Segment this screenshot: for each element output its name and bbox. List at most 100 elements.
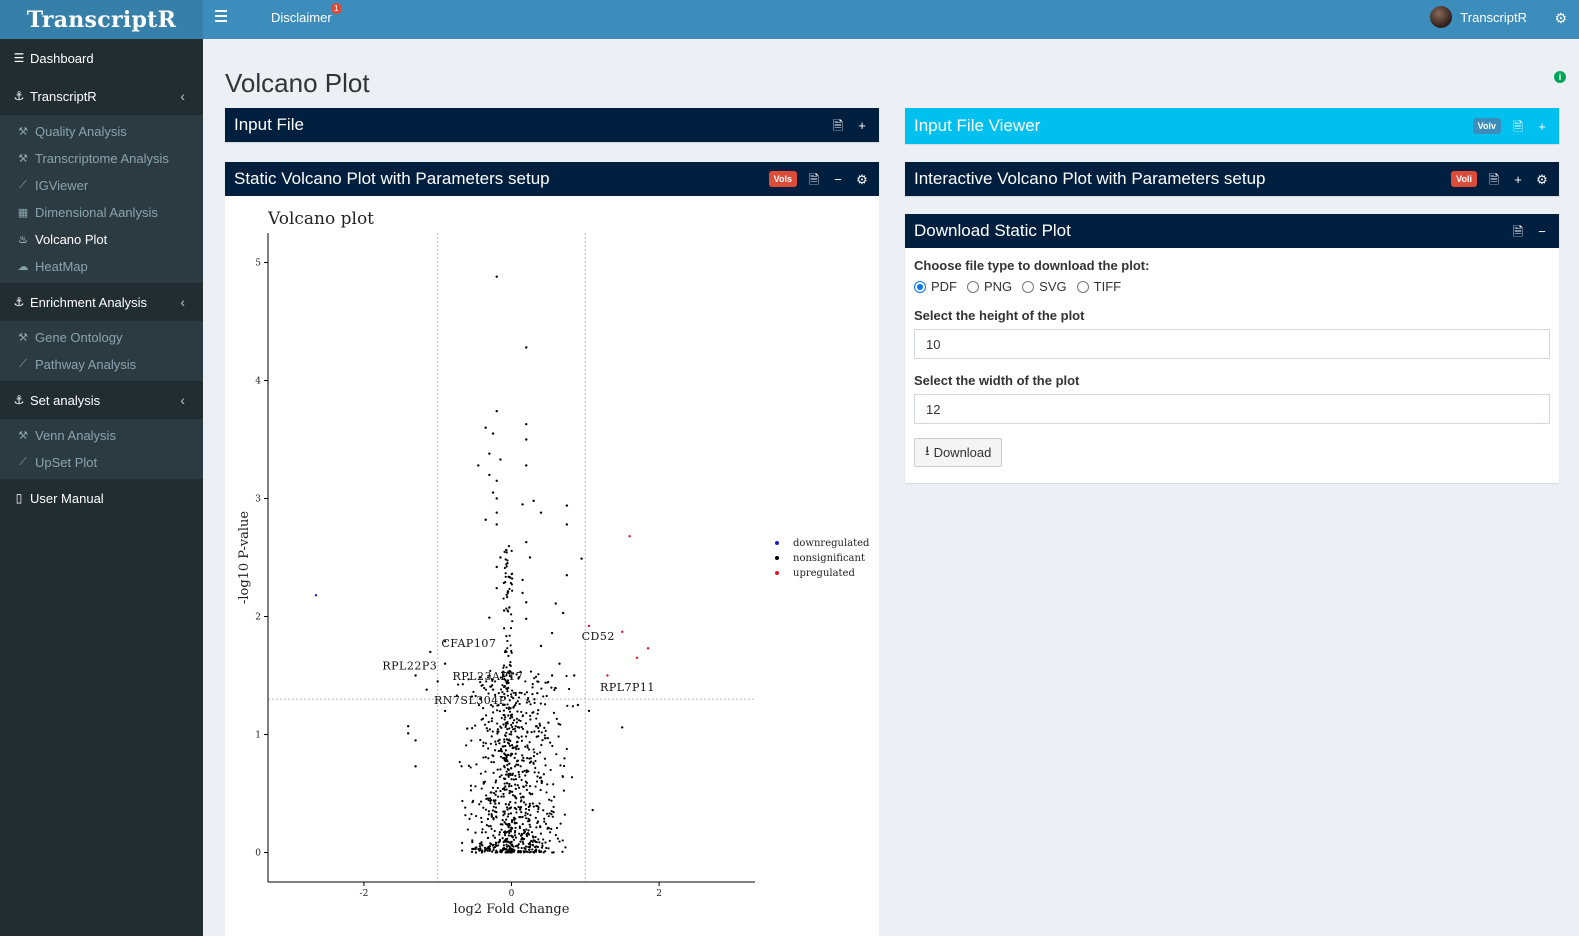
sidebar-item-pathway-analysis[interactable]: ⟋ Pathway Analysis — [0, 351, 203, 378]
sidebar-item-set-analysis[interactable]: ⚓ Set analysis ‹ — [0, 381, 203, 419]
nonsignificant-point — [501, 691, 504, 694]
nonsignificant-point — [523, 769, 526, 772]
nonsignificant-point — [529, 760, 533, 763]
box-tools: 🗎 − — [1511, 214, 1549, 248]
box-title: Input File — [234, 115, 304, 134]
nonsignificant-point — [502, 666, 505, 669]
nonsignificant-point — [485, 794, 488, 797]
sidebar-item-user-manual[interactable]: ▯ User Manual — [0, 479, 203, 517]
nonsignificant-point — [493, 836, 497, 839]
sidebar-item-gene-ontology[interactable]: ⚒ Gene Ontology — [0, 324, 203, 351]
nonsignificant-point — [469, 766, 472, 769]
nonsignificant-point — [537, 709, 540, 712]
nonsignificant-point — [529, 814, 532, 817]
nonsignificant-point — [511, 744, 514, 747]
nonsignificant-point — [443, 662, 447, 665]
nonsignificant-point — [505, 565, 508, 568]
nonsignificant-point — [461, 683, 464, 686]
nonsignificant-point — [534, 675, 538, 678]
radio-button[interactable] — [1022, 280, 1035, 293]
expand-icon[interactable]: + — [1514, 171, 1522, 187]
y-tick-label: 4 — [255, 377, 261, 387]
interactive-tag[interactable]: Voli — [1451, 171, 1477, 187]
nonsignificant-point — [527, 845, 530, 849]
upregulated-point — [587, 624, 591, 628]
nonsignificant-point — [487, 798, 490, 802]
viewer-tag[interactable]: Volv — [1472, 118, 1501, 134]
nonsignificant-point — [470, 813, 473, 816]
nonsignificant-point — [489, 685, 493, 688]
nonsignificant-point — [507, 545, 511, 548]
radio-png[interactable]: PNG — [967, 279, 1012, 294]
nonsignificant-point — [510, 613, 513, 616]
collapse-icon[interactable]: − — [1538, 223, 1546, 239]
nonsignificant-point — [559, 764, 562, 767]
nonsignificant-point — [534, 816, 537, 819]
sidebar-item-venn-analysis[interactable]: ⚒ Venn Analysis — [0, 422, 203, 449]
nonsignificant-point — [503, 758, 506, 761]
width-input[interactable]: 12 — [914, 394, 1550, 424]
nonsignificant-point — [519, 840, 522, 843]
nonsignificant-point — [506, 647, 509, 650]
radio-svg[interactable]: SVG — [1022, 279, 1067, 294]
app-logo[interactable]: TranscriptR — [0, 0, 203, 39]
nonsignificant-point — [499, 789, 502, 793]
nonsignificant-point — [570, 776, 574, 779]
nonsignificant-point — [521, 795, 524, 798]
gears-icon[interactable]: ⚙ — [1554, 10, 1567, 26]
sidebar-item-enrichment-analysis[interactable]: ⚓ Enrichment Analysis ‹ — [0, 283, 203, 321]
height-input[interactable]: 10 — [914, 329, 1550, 359]
sidebar-item-quality-analysis[interactable]: ⚒ Quality Analysis — [0, 118, 203, 145]
nonsignificant-point — [524, 848, 527, 851]
sidebar-item-transcriptr[interactable]: ⚓ TranscriptR ‹ — [0, 77, 203, 115]
sidebar-item-dimensional-analysis[interactable]: ▦ Dimensional Aanlysis — [0, 199, 203, 226]
nonsignificant-point — [535, 780, 539, 783]
nonsignificant-point — [502, 664, 506, 667]
nonsignificant-point — [506, 639, 509, 643]
sidebar-item-heatmap[interactable]: ☁ HeatMap — [0, 253, 203, 280]
nonsignificant-point — [507, 714, 510, 717]
file-icon[interactable]: 🗎 — [832, 117, 844, 133]
file-icon[interactable]: 🗎 — [1512, 118, 1524, 134]
nonsignificant-point — [511, 620, 514, 623]
nonsignificant-point — [522, 842, 525, 845]
nonsignificant-point — [550, 813, 553, 816]
expand-icon[interactable]: + — [1538, 118, 1546, 134]
user-settings-icon[interactable]: ⚙ — [856, 171, 868, 187]
info-icon[interactable]: i — [1554, 71, 1566, 83]
radio-pdf[interactable]: PDF — [914, 279, 957, 294]
file-icon[interactable]: 🗎 — [808, 171, 820, 187]
gene-label: RN7SL304P — [434, 694, 507, 707]
radio-button[interactable] — [967, 280, 979, 293]
file-icon[interactable]: 🗎 — [1512, 223, 1524, 239]
sidebar-item-dashboard[interactable]: ☰ Dashboard — [0, 39, 203, 77]
sidebar-item-igviewer[interactable]: ⟋ IGViewer — [0, 172, 203, 199]
radio-button[interactable] — [914, 280, 926, 293]
file-icon[interactable]: 🗎 — [1488, 171, 1500, 187]
download-button[interactable]: ⭳ Download — [914, 438, 1003, 467]
nonsignificant-point — [513, 806, 516, 809]
nonsignificant-point — [491, 850, 494, 853]
sidebar-toggle-icon[interactable] — [215, 8, 231, 24]
nonsignificant-point — [505, 843, 508, 846]
nonsignificant-point — [549, 768, 552, 772]
radio-button[interactable] — [1076, 280, 1089, 293]
radio-tiff[interactable]: TIFF — [1076, 279, 1121, 294]
nonsignificant-point — [528, 802, 531, 805]
nonsignificant-point — [487, 825, 490, 828]
user-settings-icon[interactable]: ⚙ — [1536, 171, 1548, 187]
sidebar-item-label: HeatMap — [35, 259, 88, 274]
disclaimer-menu[interactable]: Disclaimer 1 — [271, 3, 342, 25]
collapse-icon[interactable]: − — [834, 171, 842, 187]
nonsignificant-point — [510, 651, 513, 654]
sidebar-item-upset-plot[interactable]: ⟋ UpSet Plot — [0, 449, 203, 476]
nonsignificant-point — [518, 702, 521, 706]
sidebar-item-volcano-plot[interactable]: ♨ Volcano Plot — [0, 226, 203, 253]
user-menu[interactable]: TranscriptR — [1430, 6, 1527, 28]
static-tag[interactable]: Vols — [768, 171, 797, 187]
sidebar-item-label: TranscriptR — [30, 88, 97, 104]
expand-icon[interactable]: + — [858, 117, 866, 133]
nonsignificant-point — [487, 847, 490, 850]
sidebar-item-transcriptome-analysis[interactable]: ⚒ Transcriptome Analysis — [0, 145, 203, 172]
nonsignificant-point — [492, 799, 495, 802]
